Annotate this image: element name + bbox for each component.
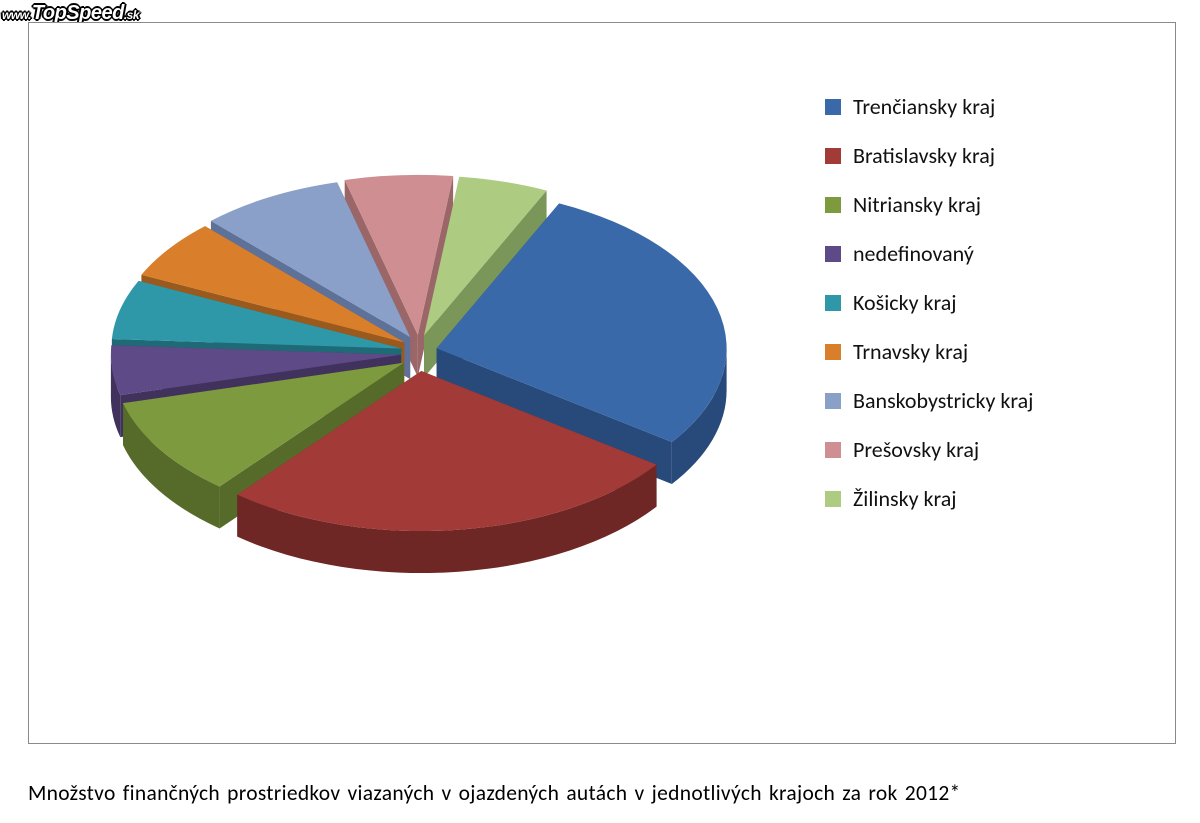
- legend-swatch: [825, 344, 841, 360]
- legend-label: Trnavsky kraj: [853, 338, 968, 365]
- chart-container: Trenčiansky kraj Bratislavsky kraj Nitrian…: [28, 22, 1176, 744]
- watermark-suffix: .sk: [124, 8, 139, 22]
- pie-chart: [89, 123, 729, 603]
- watermark-main: TopSpeed: [32, 2, 124, 24]
- legend-item: Trnavsky kraj: [825, 338, 1135, 365]
- legend-label: Bratislavsky kraj: [853, 142, 995, 169]
- legend-item: Nitriansky kraj: [825, 191, 1135, 218]
- legend-swatch: [825, 99, 841, 115]
- legend-item: Košicky kraj: [825, 289, 1135, 316]
- legend-label: Nitriansky kraj: [853, 191, 981, 218]
- legend-label: nedefinovaný: [853, 240, 974, 267]
- watermark-prefix: www.: [2, 8, 31, 22]
- chart-legend: Trenčiansky kraj Bratislavsky kraj Nitrian…: [825, 93, 1135, 534]
- legend-label: Košicky kraj: [853, 289, 957, 316]
- legend-label: Prešovsky kraj: [853, 436, 979, 463]
- legend-item: Žilinsky kraj: [825, 485, 1135, 512]
- legend-item: nedefinovaný: [825, 240, 1135, 267]
- legend-item: Trenčiansky kraj: [825, 93, 1135, 120]
- legend-swatch: [825, 148, 841, 164]
- legend-swatch: [825, 393, 841, 409]
- legend-swatch: [825, 491, 841, 507]
- legend-item: Banskobystricky kraj: [825, 387, 1135, 414]
- chart-caption: Množstvo finančných prostriedkov viazaný…: [28, 780, 1174, 806]
- legend-item: Bratislavsky kraj: [825, 142, 1135, 169]
- legend-label: Žilinsky kraj: [853, 485, 957, 512]
- legend-label: Trenčiansky kraj: [853, 93, 995, 120]
- legend-label: Banskobystricky kraj: [853, 387, 1033, 414]
- legend-swatch: [825, 246, 841, 262]
- legend-swatch: [825, 295, 841, 311]
- legend-swatch: [825, 197, 841, 213]
- legend-item: Prešovsky kraj: [825, 436, 1135, 463]
- legend-swatch: [825, 442, 841, 458]
